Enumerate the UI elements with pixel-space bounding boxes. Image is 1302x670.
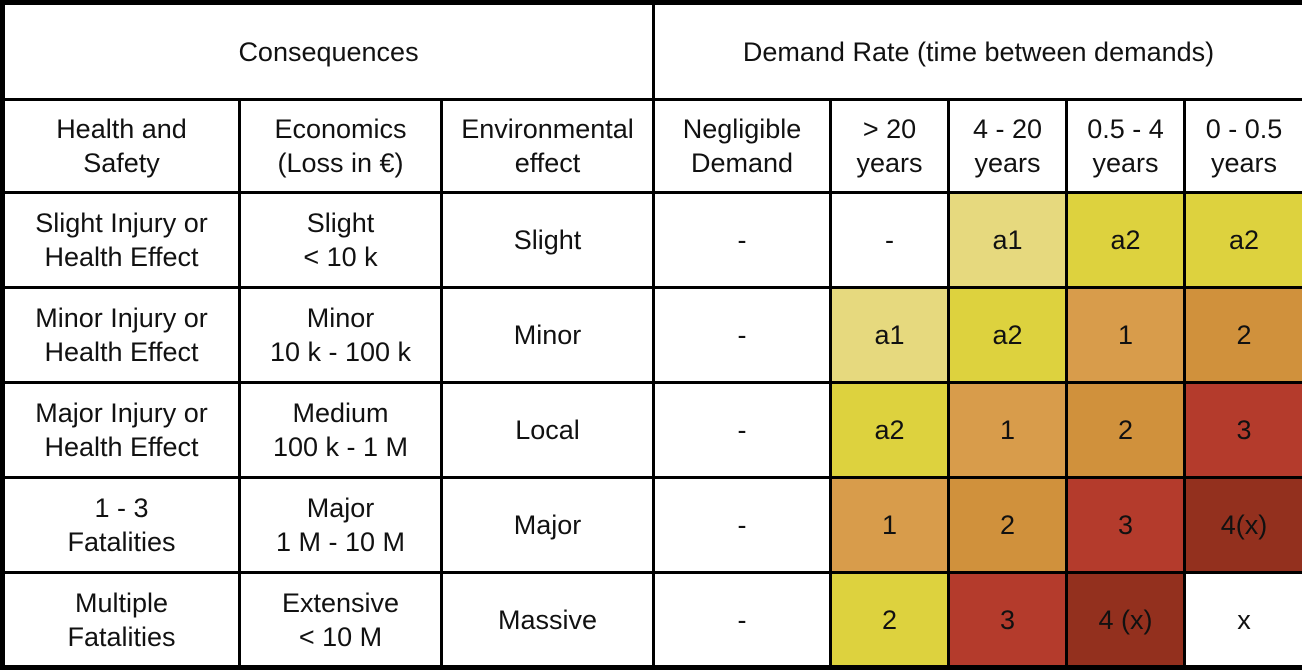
consequence-cell: Medium 100 k - 1 M <box>240 383 442 478</box>
column-header-05-4-years: 0.5 - 4 years <box>1067 100 1185 193</box>
rating-cell: - <box>654 383 831 478</box>
column-header-gt-20-years: > 20 years <box>831 100 949 193</box>
rating-cell: a2 <box>1185 193 1302 288</box>
column-header-4-20-years: 4 - 20 years <box>949 100 1067 193</box>
rating-cell: - <box>654 193 831 288</box>
table-row: 1 - 3 Fatalities Major 1 M - 10 M Major … <box>3 478 1302 573</box>
consequence-cell: Slight Injury or Health Effect <box>3 193 240 288</box>
group-header-demand-rate: Demand Rate (time between demands) <box>654 3 1302 100</box>
rating-cell: 2 <box>949 478 1067 573</box>
column-header-economics: Economics (Loss in €) <box>240 100 442 193</box>
consequence-cell: Major 1 M - 10 M <box>240 478 442 573</box>
rating-cell: 3 <box>1185 383 1302 478</box>
table-row: Slight Injury or Health Effect Slight < … <box>3 193 1302 288</box>
rating-cell: - <box>654 573 831 668</box>
group-header-row: Consequences Demand Rate (time between d… <box>3 3 1302 100</box>
rating-cell: 3 <box>949 573 1067 668</box>
rating-cell: 1 <box>831 478 949 573</box>
rating-cell: 4 (x) <box>1067 573 1185 668</box>
column-header-negligible-demand: Negligible Demand <box>654 100 831 193</box>
consequence-cell: Massive <box>442 573 654 668</box>
consequence-cell: 1 - 3 Fatalities <box>3 478 240 573</box>
consequence-cell: Minor <box>442 288 654 383</box>
rating-cell: - <box>831 193 949 288</box>
column-header-environmental: Environmental effect <box>442 100 654 193</box>
rating-cell: 2 <box>831 573 949 668</box>
group-header-consequences: Consequences <box>3 3 654 100</box>
rating-cell: 2 <box>1185 288 1302 383</box>
rating-cell: 3 <box>1067 478 1185 573</box>
rating-cell: 2 <box>1067 383 1185 478</box>
consequence-cell: Multiple Fatalities <box>3 573 240 668</box>
column-header-row: Health and Safety Economics (Loss in €) … <box>3 100 1302 193</box>
consequence-cell: Minor Injury or Health Effect <box>3 288 240 383</box>
rating-cell: a2 <box>831 383 949 478</box>
column-header-health-safety: Health and Safety <box>3 100 240 193</box>
rating-cell: a1 <box>831 288 949 383</box>
rating-cell: 1 <box>949 383 1067 478</box>
table-row: Multiple Fatalities Extensive < 10 M Mas… <box>3 573 1302 668</box>
rating-cell: - <box>654 288 831 383</box>
consequence-cell: Local <box>442 383 654 478</box>
rating-cell: a2 <box>949 288 1067 383</box>
consequence-cell: Major Injury or Health Effect <box>3 383 240 478</box>
rating-cell: x <box>1185 573 1302 668</box>
consequence-cell: Extensive < 10 M <box>240 573 442 668</box>
consequence-cell: Major <box>442 478 654 573</box>
table-row: Major Injury or Health Effect Medium 100… <box>3 383 1302 478</box>
table-row: Minor Injury or Health Effect Minor 10 k… <box>3 288 1302 383</box>
rating-cell: - <box>654 478 831 573</box>
consequence-cell: Minor 10 k - 100 k <box>240 288 442 383</box>
consequence-cell: Slight < 10 k <box>240 193 442 288</box>
rating-cell: 4(x) <box>1185 478 1302 573</box>
consequence-cell: Slight <box>442 193 654 288</box>
column-header-0-05-years: 0 - 0.5 years <box>1185 100 1302 193</box>
rating-cell: a2 <box>1067 193 1185 288</box>
rating-cell: 1 <box>1067 288 1185 383</box>
rating-cell: a1 <box>949 193 1067 288</box>
